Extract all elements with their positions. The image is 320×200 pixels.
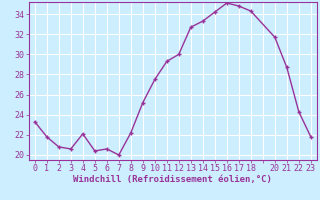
X-axis label: Windchill (Refroidissement éolien,°C): Windchill (Refroidissement éolien,°C) xyxy=(73,175,272,184)
